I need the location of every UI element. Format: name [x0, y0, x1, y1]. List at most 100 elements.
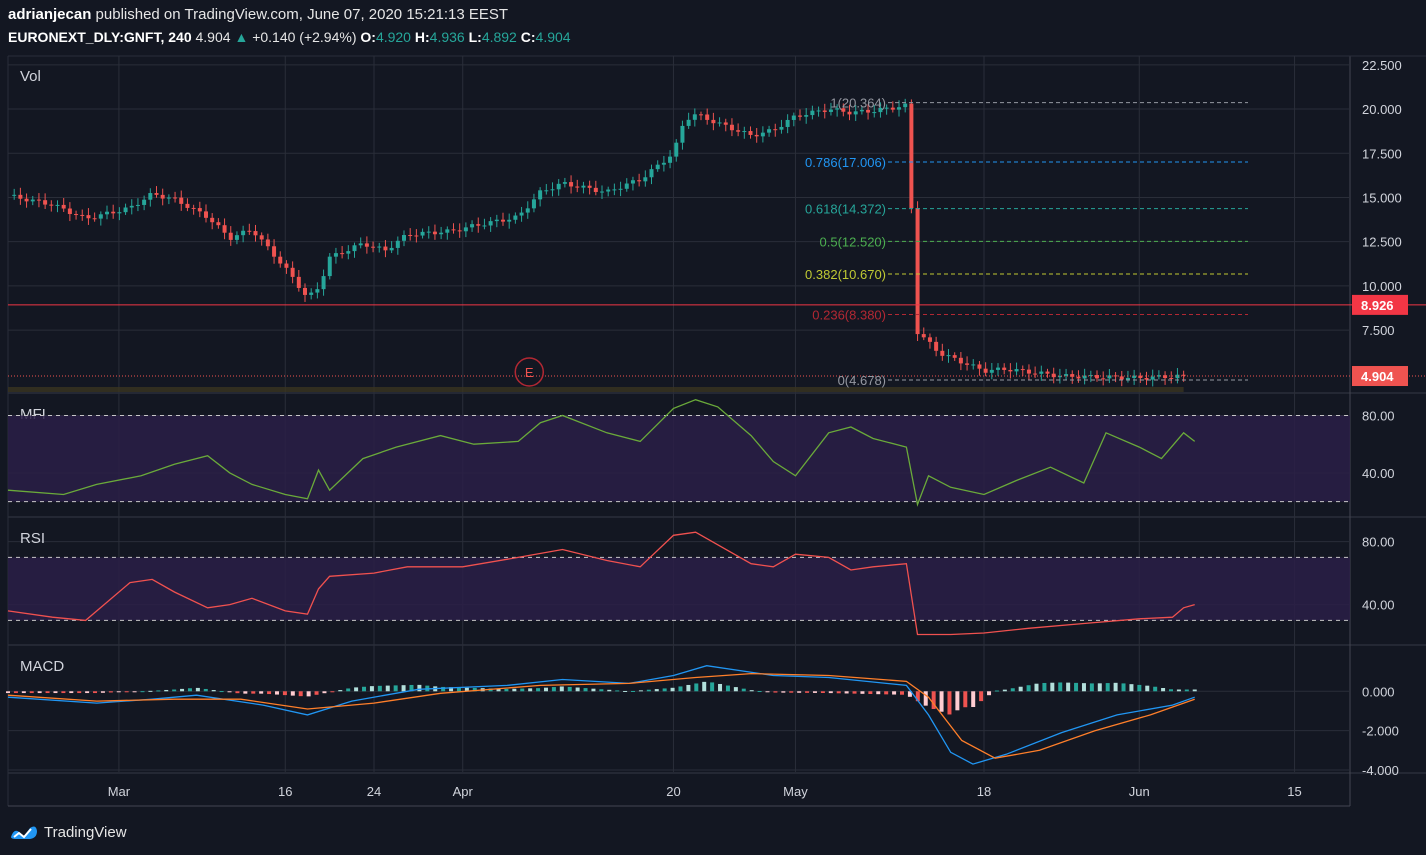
macd-histogram-bar	[718, 683, 723, 692]
macd-histogram-bar	[1168, 689, 1173, 692]
candle-body	[835, 108, 840, 110]
candle-body	[779, 126, 784, 130]
macd-histogram-bar	[69, 691, 74, 694]
earnings-event-label: E	[525, 365, 534, 380]
rsi-pane[interactable]: RSI	[7, 530, 1350, 636]
candle-body	[1014, 369, 1019, 372]
candle-body	[166, 197, 171, 199]
macd-histogram-bar	[654, 689, 659, 692]
current-price-tag	[1352, 366, 1408, 387]
candle-body	[135, 204, 140, 206]
macd-histogram-bar	[686, 684, 691, 692]
macd-histogram-bar	[994, 690, 999, 692]
candle-body	[142, 199, 147, 205]
publish-text: published on TradingView.com, June 07, 2…	[95, 6, 509, 23]
candle-body	[699, 114, 704, 116]
candle-body	[482, 225, 487, 227]
candle-body	[915, 208, 920, 335]
brand-name[interactable]: TradingView	[44, 823, 127, 841]
candle-body	[272, 246, 277, 257]
macd-histogram-bar	[259, 691, 264, 694]
candle-body	[439, 232, 444, 235]
tradingview-logo-icon[interactable]	[10, 822, 38, 842]
candle-body	[519, 212, 524, 216]
candle-body	[971, 364, 976, 366]
candle-body	[742, 131, 747, 133]
candle-body	[333, 253, 338, 257]
macd-histogram-bar	[670, 687, 675, 692]
candle-body	[463, 227, 468, 232]
close-value: 4.904	[535, 29, 571, 45]
macd-histogram-bar	[172, 689, 177, 692]
candle-body	[241, 230, 246, 236]
candle-body	[1119, 376, 1124, 380]
macd-histogram-bar	[931, 691, 936, 709]
macd-histogram-bar	[591, 688, 596, 692]
candle-body	[383, 246, 388, 251]
candle-body	[1051, 373, 1056, 378]
macd-histogram-bar	[1042, 682, 1047, 692]
candle-body	[321, 276, 326, 290]
macd-histogram-bar	[164, 689, 169, 692]
candle-body	[98, 214, 103, 219]
candle-body	[185, 203, 190, 208]
candle-body	[501, 219, 506, 222]
mfi-pane[interactable]: MFI	[7, 399, 1350, 507]
x-tick-label: May	[783, 784, 808, 799]
candle-body	[222, 225, 227, 233]
macd-histogram-bar	[219, 691, 224, 693]
y-tick-label: -4.000	[1362, 763, 1399, 778]
macd-histogram-bar	[583, 688, 588, 692]
candle-body	[612, 189, 617, 191]
macd-histogram-bar	[504, 688, 509, 692]
candle-body	[717, 122, 722, 124]
candle-body	[92, 218, 97, 220]
macd-histogram-bar	[599, 689, 604, 692]
candle-body	[674, 142, 679, 157]
macd-histogram-bar	[575, 687, 580, 692]
candle-body	[426, 231, 431, 233]
author-name[interactable]: adrianjecan	[8, 6, 92, 23]
macd-histogram-bar	[298, 691, 303, 697]
candle-body	[822, 110, 827, 112]
candle-body	[958, 357, 963, 364]
price-pane[interactable]: Vol 1(20.364) 0.786(17.006) 0.618(14.372) 0.…	[8, 68, 1426, 392]
candle-body	[315, 289, 320, 293]
candle-body	[432, 231, 437, 235]
close-label: C:	[520, 29, 536, 45]
macd-histogram-bar	[963, 691, 968, 708]
candle-body	[525, 208, 530, 213]
y-tick-label: 80.00	[1362, 535, 1395, 550]
macd-histogram-bar	[528, 688, 533, 692]
macd-histogram-bar	[551, 687, 556, 692]
candle-body	[593, 187, 598, 192]
candle-body	[736, 130, 741, 132]
macd-histogram-bar	[1192, 689, 1197, 692]
candle-body	[1064, 374, 1069, 376]
candle-body	[148, 193, 153, 200]
candle-body	[346, 251, 351, 254]
candle-body	[853, 111, 858, 115]
macd-histogram-bar	[211, 690, 216, 692]
candle-body	[395, 240, 400, 248]
earnings-event-icon	[514, 357, 545, 387]
candle-body	[470, 224, 475, 228]
candle-body	[24, 198, 29, 202]
macd-pane[interactable]: MACD	[6, 658, 1197, 765]
candle-body	[791, 115, 796, 120]
candle-body	[897, 107, 902, 110]
candle-body	[934, 341, 939, 351]
macd-histogram-bar	[1018, 686, 1023, 692]
candle-body	[284, 263, 289, 268]
macd-histogram-bar	[702, 681, 707, 692]
candle-body	[705, 114, 710, 120]
macd-histogram-bar	[971, 691, 976, 708]
macd-histogram-bar	[781, 691, 786, 693]
symbol-name[interactable]: EURONEXT_DLY:GNFT, 240	[8, 29, 192, 45]
candle-body	[754, 134, 759, 137]
macd-histogram-bar	[615, 690, 620, 692]
candle-body	[352, 245, 357, 252]
macd-histogram-bar	[868, 691, 873, 695]
macd-histogram-bar	[773, 691, 778, 693]
